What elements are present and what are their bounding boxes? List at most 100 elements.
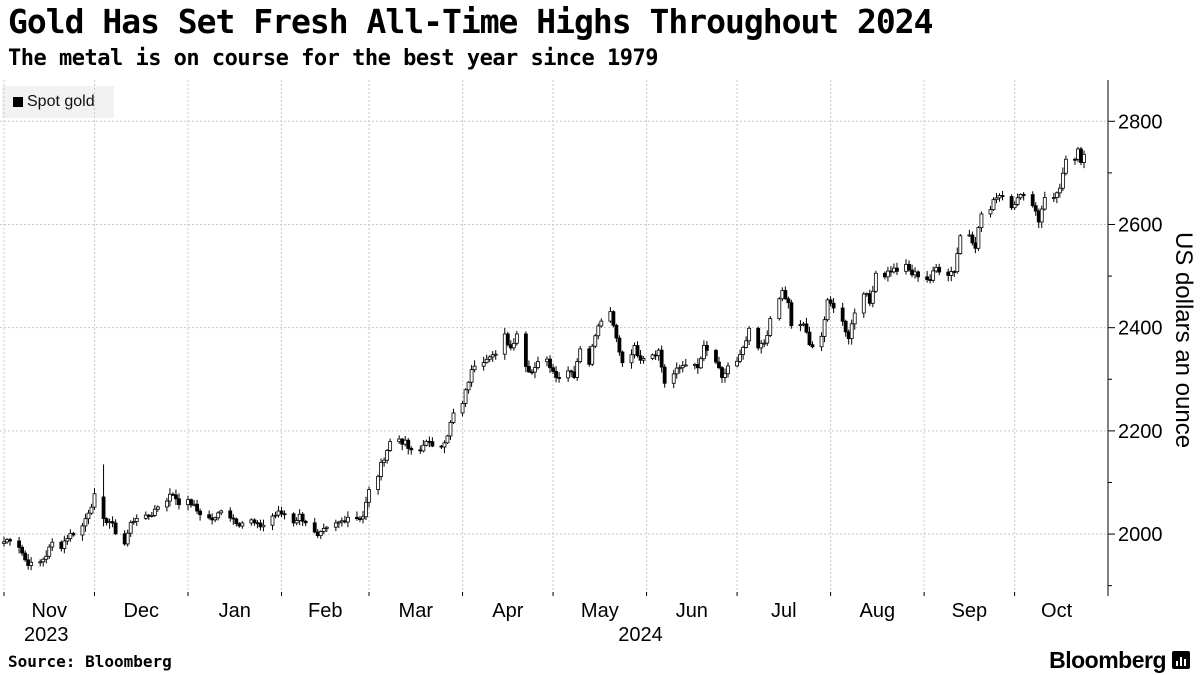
candle-body (650, 354, 655, 359)
candle-body (216, 512, 221, 519)
candle-body (523, 333, 528, 367)
candle-body (261, 524, 266, 528)
candle-body (318, 531, 323, 537)
candle-body (379, 462, 383, 477)
candle-body (481, 362, 486, 367)
candle-body (177, 498, 181, 506)
candle-body (991, 199, 996, 211)
candle-body (451, 412, 456, 423)
candle-body (683, 364, 688, 367)
candle-body (367, 489, 371, 503)
candle-body (460, 403, 465, 414)
candle-body (80, 525, 85, 536)
candle-body (629, 354, 634, 364)
y-tick-label: 2400 (1118, 318, 1163, 340)
candle-body (949, 271, 954, 276)
x-tick-label: Mar (399, 600, 434, 622)
candle-body (819, 335, 824, 348)
candle-body (2, 541, 6, 544)
candle-body (843, 320, 848, 333)
candle-body (994, 197, 999, 201)
candle-body (1073, 158, 1077, 161)
candle-body (527, 366, 531, 373)
candle-body (364, 501, 368, 518)
candle-body (741, 346, 746, 355)
candle-body (680, 365, 685, 369)
candle-body (249, 519, 254, 524)
candle-body (89, 506, 94, 514)
candle-body (738, 354, 742, 362)
candle-body (635, 345, 640, 357)
candle-body (617, 337, 622, 353)
candle-body (47, 546, 52, 557)
candle-body (466, 381, 471, 391)
candle-body (952, 271, 957, 273)
candle-body (198, 510, 202, 516)
x-tick-label: Aug (860, 600, 896, 622)
y-tick-label: 2800 (1118, 111, 1163, 133)
candle-body (219, 510, 224, 514)
candle-body (1042, 197, 1047, 210)
candle-body (490, 354, 495, 358)
candle-body (852, 312, 857, 325)
candle-body (192, 503, 196, 506)
chart-subtitle: The metal is on course for the best year… (8, 46, 659, 71)
candle-body (958, 235, 963, 254)
candle-body (822, 319, 827, 337)
candle-body (662, 366, 667, 384)
x-year-label: 2023 (24, 624, 69, 646)
candle-body (828, 299, 833, 304)
candle-body (65, 538, 70, 542)
candle-body (801, 323, 806, 326)
candle-body (1057, 187, 1062, 194)
candle-body (671, 373, 676, 384)
candle-body (152, 508, 157, 516)
candle-body (970, 234, 975, 244)
candle-body (780, 290, 785, 300)
candle-body (762, 342, 767, 345)
candle-body (303, 520, 308, 524)
candle-body (548, 358, 552, 369)
candle-body (596, 325, 601, 337)
candle-body (831, 302, 836, 309)
candle-body (376, 476, 380, 490)
candle-body (1012, 203, 1017, 209)
candle-body (882, 272, 887, 278)
candle-body (557, 377, 561, 379)
candle-body (569, 370, 574, 373)
candle-body (861, 293, 866, 314)
candle-body (346, 516, 350, 523)
candle-body (86, 512, 91, 520)
gridlines (0, 80, 1108, 596)
candle-body (237, 523, 242, 527)
candle-body (867, 293, 872, 304)
candle-body (113, 522, 118, 535)
candle-body (171, 493, 175, 496)
candle-body (234, 518, 239, 525)
candle-body (502, 333, 507, 355)
candle-body (931, 270, 936, 281)
candle-body (297, 513, 302, 521)
candle-body (677, 367, 682, 370)
y-axis-label: US dollars an ounce (1170, 232, 1197, 448)
legend-label-spot-gold: Spot gold (27, 93, 95, 110)
candle-body (590, 345, 595, 365)
candle-body (946, 271, 951, 276)
candle-body (530, 371, 534, 374)
candle-body (641, 358, 646, 361)
candle-body (342, 520, 347, 523)
candle-body (26, 559, 31, 566)
candle-body (705, 344, 709, 351)
brand-logo-text: Bloomberg (1049, 647, 1166, 673)
candle-body (174, 494, 178, 500)
candle-body (487, 356, 492, 360)
candle-body (210, 517, 215, 521)
candle-body (207, 514, 212, 519)
candle-body (807, 331, 812, 346)
candle-body (228, 510, 233, 519)
candle-body (726, 365, 730, 375)
candle-body (692, 364, 697, 366)
candle-body (1039, 208, 1044, 223)
candle-body (514, 333, 519, 344)
candle-body (714, 349, 718, 363)
